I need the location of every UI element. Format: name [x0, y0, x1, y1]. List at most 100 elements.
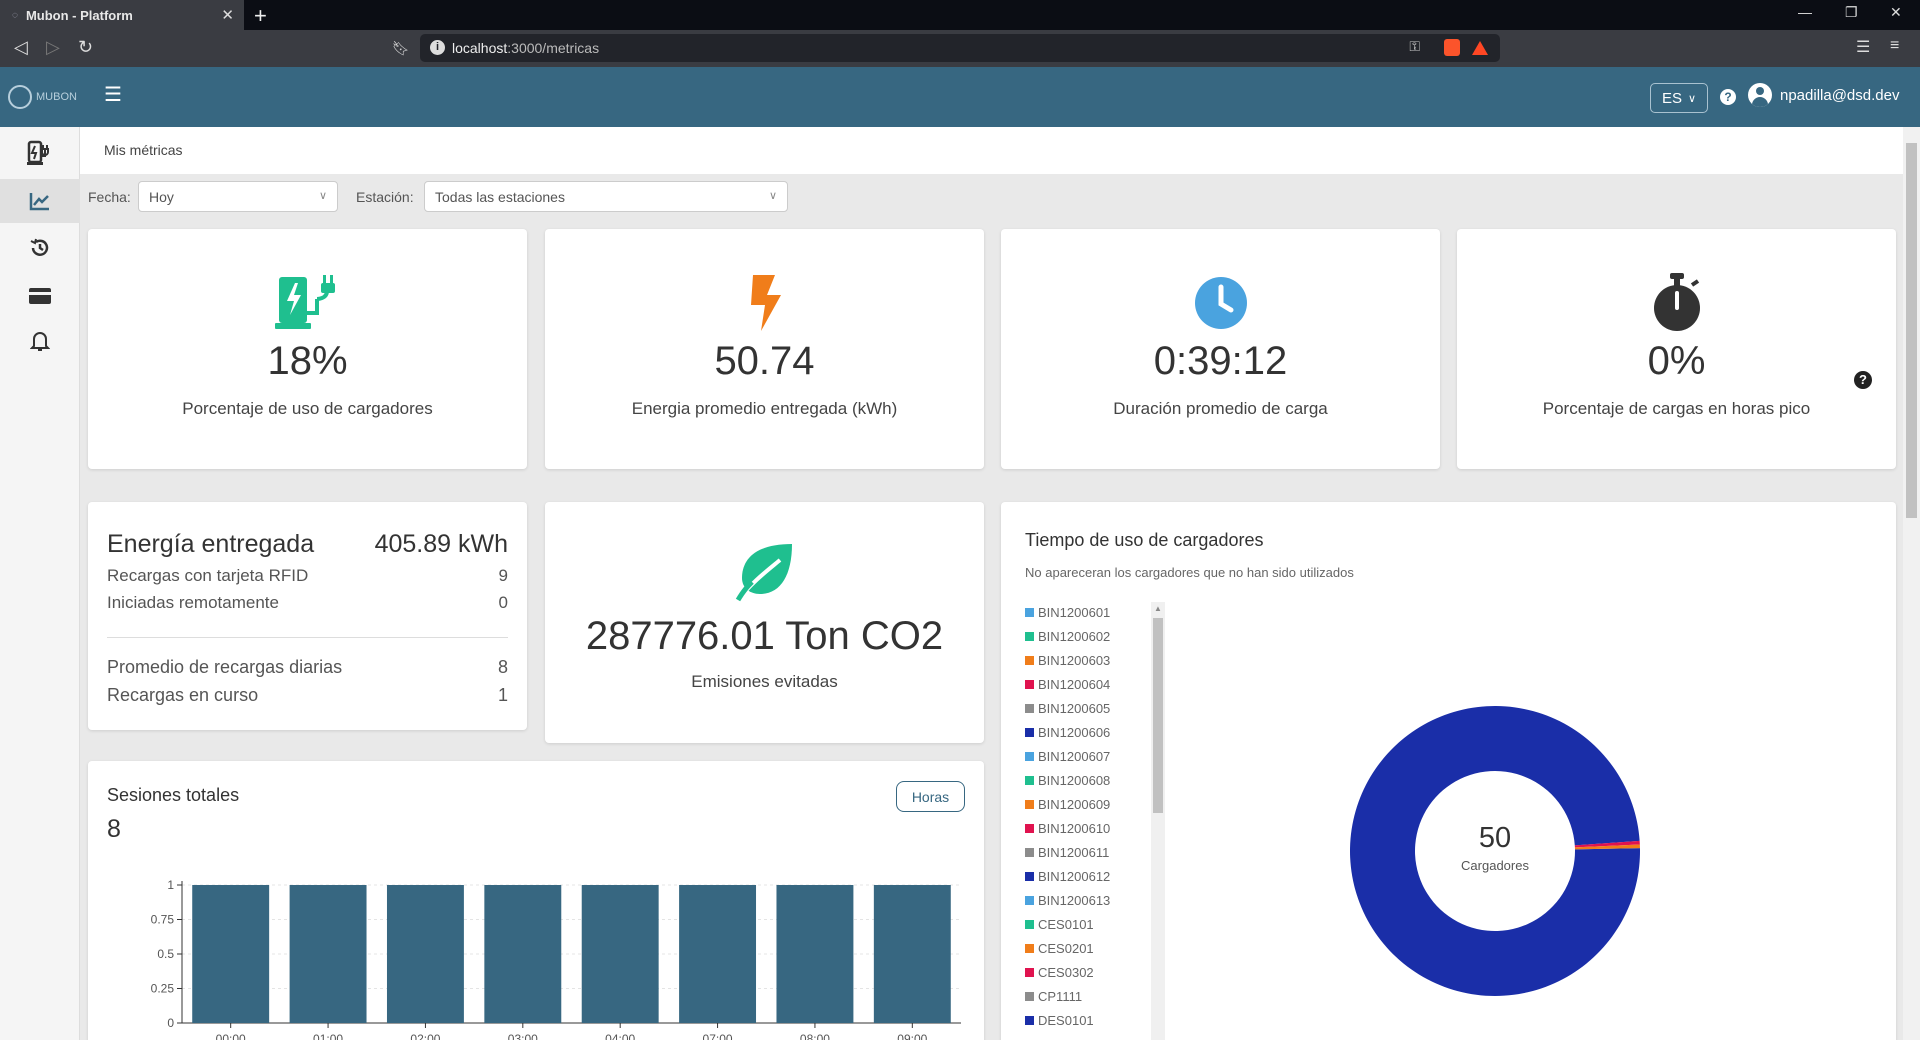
sidebar-item-metrics[interactable]: [0, 179, 80, 223]
row-value: 0: [498, 593, 508, 612]
browser-menu-icon[interactable]: ≡: [1890, 37, 1900, 54]
donut-slice[interactable]: [1350, 706, 1640, 997]
bar[interactable]: [581, 885, 659, 1023]
row-value: 8: [497, 657, 508, 677]
legend-item[interactable]: CES0302: [1025, 962, 1094, 982]
new-tab-icon[interactable]: +: [254, 3, 267, 28]
help-icon[interactable]: ?: [1720, 89, 1736, 105]
forward-icon[interactable]: ▷: [46, 37, 60, 57]
x-tick-label: 00:00: [216, 1032, 246, 1040]
y-tick-label: 1: [167, 878, 174, 892]
legend-swatch: [1025, 727, 1034, 737]
brave-rewards-icon[interactable]: [1472, 41, 1488, 55]
legend-item[interactable]: BIN1200602: [1025, 626, 1110, 646]
energy-row-rfid: Recargas con tarjeta RFID 9: [107, 566, 508, 586]
sidebar-item-history[interactable]: [0, 226, 80, 270]
legend-label: BIN1200602: [1038, 628, 1111, 644]
stopwatch-icon: [1457, 273, 1896, 333]
avg-duration-label: Duración promedio de carga: [1113, 399, 1328, 418]
hours-toggle-button[interactable]: Horas: [896, 781, 965, 812]
legend-item[interactable]: BIN1200613: [1025, 890, 1110, 910]
app-logo[interactable]: MUBON: [8, 85, 77, 109]
bar[interactable]: [484, 885, 562, 1023]
legend-label: BIN1200612: [1038, 868, 1111, 884]
legend-item[interactable]: CES0101: [1025, 914, 1094, 934]
chevron-down-icon: ∨: [318, 190, 327, 202]
legend-scrollbar[interactable]: ▲: [1151, 602, 1165, 1040]
co2-card: 287776.01 Ton CO2 Emisiones evitadas: [545, 502, 984, 743]
legend-label: DES0101: [1038, 1012, 1094, 1028]
sidebar-item-chargers[interactable]: [0, 131, 80, 175]
x-tick-label: 02:00: [410, 1032, 440, 1040]
brave-shields-icon[interactable]: [1444, 39, 1460, 56]
legend-item[interactable]: BIN1200612: [1025, 866, 1110, 886]
legend-item[interactable]: CES0201: [1025, 938, 1094, 958]
window-close-icon[interactable]: ✕: [1890, 4, 1902, 20]
x-tick-label: 01:00: [313, 1032, 343, 1040]
browser-tab-bar: ◌ Mubon - Platform ✕ + — ❐ ✕: [0, 0, 1920, 30]
legend-swatch: [1025, 655, 1034, 665]
donut-slice[interactable]: [1574, 840, 1640, 848]
legend-label: BIN1200604: [1038, 676, 1111, 692]
legend-item[interactable]: BIN1200611: [1025, 842, 1109, 862]
sessions-count: 8: [107, 815, 121, 843]
reading-list-icon[interactable]: ☰: [1856, 39, 1871, 56]
scroll-up-icon[interactable]: ▲: [1154, 604, 1162, 613]
bookmark-icon[interactable]: 🔖︎: [392, 40, 410, 56]
menu-toggle-icon[interactable]: ☰: [104, 84, 122, 106]
legend-label: BIN1200608: [1038, 772, 1111, 788]
date-filter-select[interactable]: Hoy ∨: [138, 181, 338, 212]
close-tab-icon[interactable]: ✕: [221, 7, 234, 24]
chart-icon: [29, 193, 49, 211]
legend-item[interactable]: DES0101: [1025, 1010, 1094, 1030]
bar[interactable]: [289, 885, 367, 1023]
legend-item[interactable]: BIN1200608: [1025, 770, 1110, 790]
bar[interactable]: [873, 885, 951, 1023]
legend-scrollbar-thumb[interactable]: [1153, 618, 1163, 813]
sidebar: [0, 127, 80, 1040]
kpi-card-charger-usage: 18% Porcentaje de uso de cargadores: [88, 229, 527, 469]
legend-item[interactable]: BIN1200609: [1025, 794, 1110, 814]
legend-item[interactable]: BIN1200603: [1025, 650, 1110, 670]
bar[interactable]: [192, 885, 270, 1023]
page-scrollbar[interactable]: [1903, 127, 1920, 1040]
language-select[interactable]: ES ∨: [1650, 83, 1708, 113]
url-bar[interactable]: i localhost :3000/metricas ⚿: [420, 34, 1500, 62]
donut-slice[interactable]: [1574, 844, 1640, 850]
legend-label: BIN1200605: [1038, 700, 1111, 716]
legend-item[interactable]: BIN1200605: [1025, 698, 1110, 718]
bar[interactable]: [679, 885, 757, 1023]
legend-item[interactable]: BIN1200610: [1025, 818, 1110, 838]
logo-mark-icon: [8, 85, 32, 109]
usage-donut-chart: [1350, 706, 1640, 997]
key-icon[interactable]: ⚿: [1409, 38, 1420, 54]
lightning-icon: [545, 273, 984, 333]
legend-swatch: [1025, 799, 1034, 809]
avg-duration-value: 0:39:12: [1153, 339, 1288, 383]
y-tick-label: 0: [167, 1016, 174, 1030]
reload-icon[interactable]: ↻: [78, 37, 94, 57]
station-filter-select[interactable]: Todas las estaciones ∨: [424, 181, 788, 212]
legend-item[interactable]: BIN1200607: [1025, 746, 1110, 766]
legend-item[interactable]: CP1111: [1025, 986, 1082, 1006]
kpi-card-peak-hours: 0% Porcentaje de cargas en horas pico ?: [1457, 229, 1896, 469]
legend-item[interactable]: BIN1200606: [1025, 722, 1110, 742]
back-icon[interactable]: ◁: [14, 37, 28, 57]
user-menu[interactable]: npadilla@dsd.dev: [1748, 83, 1899, 107]
question-circle-icon[interactable]: ?: [1854, 371, 1872, 389]
bar[interactable]: [776, 885, 854, 1023]
restore-icon[interactable]: ❐: [1845, 4, 1858, 20]
legend-item[interactable]: BIN1200601: [1025, 602, 1110, 622]
browser-tab[interactable]: ◌ Mubon - Platform ✕: [0, 0, 244, 30]
sidebar-item-notifications[interactable]: [0, 319, 80, 363]
scrollbar-thumb[interactable]: [1906, 143, 1917, 518]
language-value: ES: [1661, 89, 1682, 107]
legend-item[interactable]: BIN1200604: [1025, 674, 1110, 694]
site-info-icon[interactable]: i: [430, 40, 445, 55]
sidebar-item-payments[interactable]: [0, 274, 80, 318]
usage-title: Tiempo de uso de cargadores: [1025, 530, 1264, 550]
energy-row-remote: Iniciadas remotamente 0: [107, 593, 508, 613]
minimize-icon[interactable]: —: [1798, 4, 1812, 20]
bar[interactable]: [386, 885, 464, 1023]
x-tick-label: 09:00: [897, 1032, 927, 1040]
